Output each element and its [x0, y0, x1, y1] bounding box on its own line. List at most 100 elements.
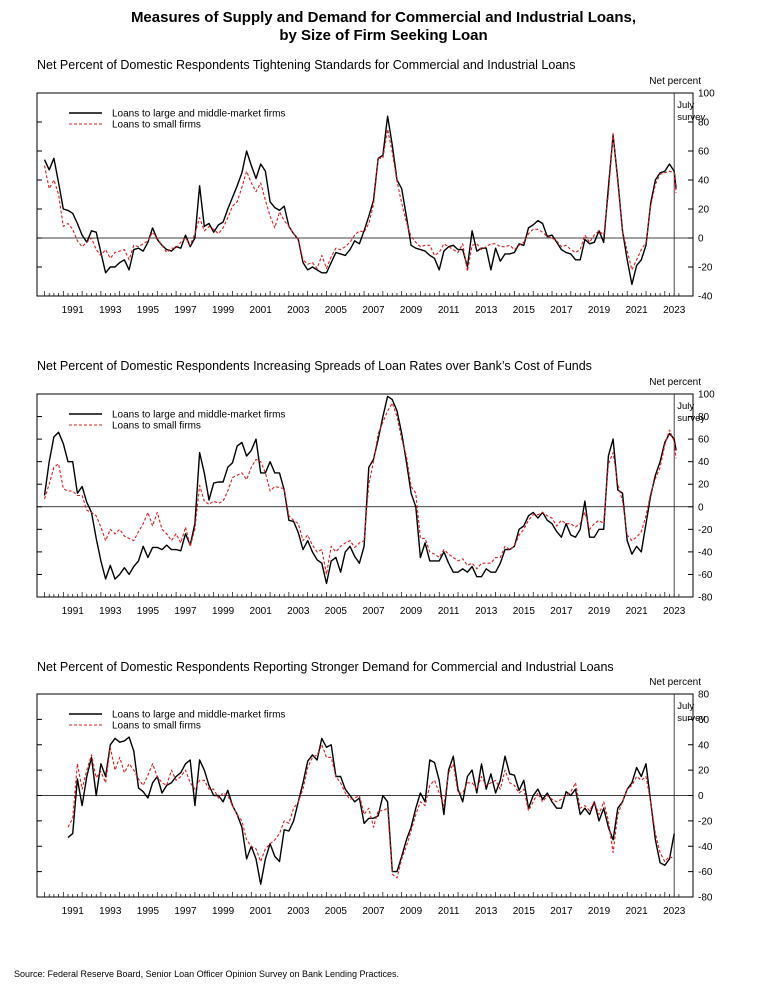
- panel-2-xtick-label: 2005: [325, 606, 348, 617]
- panel-2-xtick-label: 2011: [438, 606, 460, 617]
- panel-2-xtick-label: 2003: [287, 606, 310, 617]
- panel-1-ytick-label: 20: [698, 205, 710, 216]
- panel-1-xtick-label: 2019: [588, 305, 611, 316]
- panel-3-xtick-label: 2021: [625, 906, 648, 917]
- panel-3-title: Net Percent of Domestic Respondents Repo…: [37, 660, 614, 674]
- panel-1-xtick-label: 1997: [174, 305, 197, 316]
- panel-2-ytick-label: 80: [698, 412, 710, 423]
- panel-2-series-small-firms-line: [43, 402, 677, 575]
- panel-1-frame: [36, 92, 694, 297]
- panel-2-xtick-label: 2001: [250, 606, 273, 617]
- panel-2-xtick-label: 1993: [99, 606, 122, 617]
- panel-3-xtick-label: 2003: [287, 906, 310, 917]
- panel-1-series-small-firms-line: [43, 128, 677, 272]
- panel-2-xtick-label: 2009: [400, 606, 423, 617]
- panel-2-xtick-label: 2015: [513, 606, 536, 617]
- panel-3-xtick-label: 2019: [588, 906, 611, 917]
- panel-1-ylabel: Net percent: [649, 76, 701, 87]
- panel-2-ytick-label: 0: [698, 502, 704, 513]
- panel-1-series-large-firms-line: [43, 115, 677, 286]
- panel-3-ytick-label: 0: [698, 791, 704, 802]
- panel-2-legend-label-large: Loans to large and middle-market firms: [112, 410, 285, 421]
- panel-3-series-small-firms-line: [67, 744, 675, 879]
- panel-3-xtick-label: 2009: [400, 906, 423, 917]
- panel-3-xtick-label: 2017: [550, 906, 573, 917]
- panel-1-ytick-label: 40: [698, 176, 710, 187]
- panel-2-xtick-label: 2013: [475, 606, 498, 617]
- panel-2-xtick-label: 1997: [174, 606, 197, 617]
- panel-3-ytick-label: 60: [698, 715, 710, 726]
- panel-1-ytick-label: -40: [698, 292, 713, 303]
- panel-3-xtick-label: 1991: [62, 906, 85, 917]
- panel-3-legend-label-large: Loans to large and middle-market firms: [112, 710, 285, 721]
- panel-2-xtick-label: 2021: [625, 606, 648, 617]
- panel-3-series-large-firms-line: [67, 736, 675, 885]
- panel-3-ytick-label: -20: [698, 816, 713, 827]
- panel-3-xtick-label: 2001: [250, 906, 273, 917]
- panel-3-ylabel: Net percent: [649, 677, 701, 688]
- panel-3-xtick-label: 1999: [212, 906, 235, 917]
- panel-1-xtick-label: 2003: [287, 305, 310, 316]
- panel-1-legend-label-large: Loans to large and middle-market firms: [112, 109, 285, 120]
- panel-2-ytick-label: -80: [698, 593, 713, 604]
- panel-1-ytick-label: -20: [698, 263, 713, 274]
- panel-3-ytick-label: -80: [698, 893, 713, 904]
- panel-2-series-large-firms-line: [43, 395, 677, 585]
- panel-2-ytick-label: 60: [698, 435, 710, 446]
- panel-3-xtick-label: 2015: [513, 906, 536, 917]
- panel-2-survey-label-line1: July: [677, 401, 694, 412]
- panel-1-xtick-label: 1999: [212, 305, 235, 316]
- panel-2-xtick-label: 1999: [212, 606, 235, 617]
- panel-2-xtick-label: 2019: [588, 606, 611, 617]
- panel-1-xtick-label: 2011: [438, 305, 460, 316]
- panel-2-xtick-label: 2007: [362, 606, 385, 617]
- panel-3-xtick-label: 2007: [362, 906, 385, 917]
- panel-3-xtick-label: 2023: [663, 906, 686, 917]
- panel-3-xtick-label: 2005: [325, 906, 348, 917]
- panel-3-xtick-label: 2013: [475, 906, 498, 917]
- panel-1-ytick-label: 100: [698, 89, 715, 100]
- panel-2-xtick-label: 2017: [550, 606, 573, 617]
- panel-3-legend-label-small: Loans to small firms: [112, 721, 201, 732]
- chart-title-line2: by Size of Firm Seeking Loan: [279, 27, 488, 44]
- panel-3-ytick-label: -60: [698, 867, 713, 878]
- panel-2-ytick-label: -20: [698, 525, 713, 536]
- panel-1-ytick-label: 60: [698, 147, 710, 158]
- panel-1-xtick-label: 2015: [513, 305, 536, 316]
- panel-1-title: Net Percent of Domestic Respondents Tigh…: [37, 58, 576, 72]
- panel-2-ytick-label: 40: [698, 457, 710, 468]
- panel-1-legend-label-small: Loans to small firms: [112, 120, 201, 131]
- panel-1-xtick-label: 2001: [250, 305, 273, 316]
- panel-1-xtick-label: 1995: [137, 305, 160, 316]
- panel-1-xtick-label: 1993: [99, 305, 122, 316]
- panel-1-xtick-label: 2017: [550, 305, 573, 316]
- panel-2-ytick-label: -40: [698, 547, 713, 558]
- panel-3-xtick-label: 1997: [174, 906, 197, 917]
- panel-2-ytick-label: 100: [698, 390, 715, 401]
- panel-2-frame: [36, 393, 694, 598]
- panel-1-xtick-label: 2009: [400, 305, 423, 316]
- panel-2-ylabel: Net percent: [649, 377, 701, 388]
- panel-2-ytick-label: 20: [698, 480, 710, 491]
- panel-1-xtick-label: 2021: [625, 305, 648, 316]
- panel-3-ytick-label: 20: [698, 766, 710, 777]
- panel-1-xtick-label: 2013: [475, 305, 498, 316]
- panel-3-xtick-label: 1995: [137, 906, 160, 917]
- panel-3-xtick-label: 1993: [99, 906, 122, 917]
- chart-title: Measures of Supply and Demand for Commer…: [0, 9, 767, 45]
- panel-2-legend-label-small: Loans to small firms: [112, 421, 201, 432]
- panel-3-xtick-label: 2011: [438, 906, 460, 917]
- panel-1-ytick-label: 0: [698, 234, 704, 245]
- panel-1-xtick-label: 2005: [325, 305, 348, 316]
- panel-1-survey-label-line2: survey: [677, 112, 705, 123]
- panel-1-xtick-label: 2007: [362, 305, 385, 316]
- panel-3-survey-label-line2: survey: [677, 713, 705, 724]
- panel-2-survey-label-line2: survey: [677, 413, 705, 424]
- panel-2-ytick-label: -60: [698, 570, 713, 581]
- panel-1-survey-label-line1: July: [677, 100, 694, 111]
- chart-title-line1: Measures of Supply and Demand for Commer…: [130, 9, 637, 26]
- source-note: Source: Federal Reserve Board, Senior Lo…: [14, 969, 400, 979]
- panel-1-xtick-label: 1991: [62, 305, 85, 316]
- panel-1-xtick-label: 2023: [663, 305, 686, 316]
